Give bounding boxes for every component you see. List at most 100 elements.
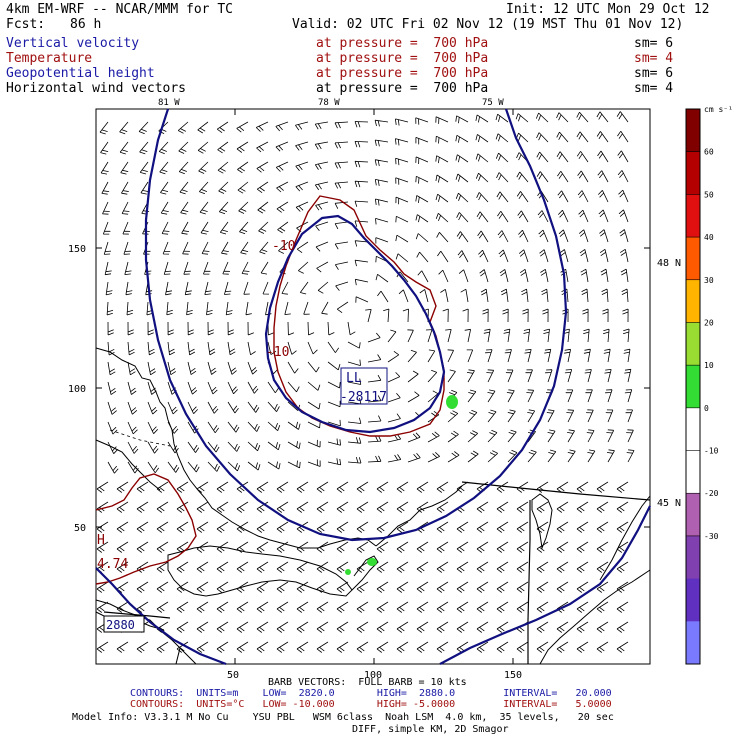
wind-barb: [256, 541, 269, 553]
wind-barb: [317, 281, 329, 294]
wind-barb: [262, 281, 270, 295]
field-sm-temperature: sm= 4: [634, 51, 674, 66]
wind-barb: [367, 332, 381, 343]
lat-label-48n: 48 N: [657, 258, 681, 269]
wind-barb: [466, 349, 474, 363]
wind-barb: [556, 131, 569, 143]
wind-barb: [556, 641, 569, 653]
wind-barb: [447, 410, 459, 423]
wind-barb: [536, 581, 549, 593]
wind-barb: [239, 221, 249, 235]
wind-barb: [376, 641, 389, 653]
wind-barb: [216, 501, 229, 513]
wind-barb: [602, 328, 610, 343]
wind-barb: [207, 381, 218, 395]
wind-barb: [136, 541, 149, 553]
vertical-velocity-spots: [345, 395, 458, 575]
wind-barb: [507, 449, 518, 463]
wind-barb: [516, 641, 529, 653]
temp-label-1: -10: [272, 239, 295, 254]
wind-barb: [617, 130, 629, 143]
wind-barb: [296, 641, 309, 653]
wind-barb: [578, 229, 589, 243]
wind-barb: [536, 641, 549, 653]
wind-barb: [176, 561, 189, 573]
wind-barb: [307, 401, 321, 410]
wind-barb: [604, 369, 612, 383]
wind-barb: [136, 641, 149, 653]
wind-barb: [295, 181, 309, 192]
wind-barb: [496, 191, 509, 203]
wind-barb: [396, 501, 409, 513]
wind-barb: [107, 381, 117, 395]
wind-barb: [616, 481, 629, 493]
wind-barb: [356, 521, 369, 533]
wind-barb: [207, 341, 216, 356]
model-title: 4km EM-WRF -- NCAR/MMM for TC: [6, 2, 233, 17]
wind-barb: [605, 389, 613, 403]
wind-barb: [316, 581, 329, 593]
wind-barb: [367, 455, 382, 463]
wind-barb: [618, 209, 629, 223]
wind-barb: [460, 288, 469, 303]
wind-barb: [327, 438, 341, 446]
wind-barb: [367, 374, 382, 383]
wind-barb: [216, 621, 229, 633]
wind-barb: [525, 369, 533, 383]
wind-barb: [316, 261, 329, 273]
wind-barb: [241, 261, 250, 275]
wind-barb: [556, 112, 569, 123]
border-lake: [103, 611, 171, 619]
wind-barb: [96, 641, 109, 653]
coastline-southeast: [539, 569, 651, 665]
wind-barb: [187, 401, 198, 414]
wind-barb: [197, 121, 209, 134]
wind-barb: [96, 481, 109, 493]
wind-barb: [402, 308, 409, 323]
wind-barb: [387, 350, 400, 363]
wind-barb: [367, 415, 382, 423]
wind-barb: [495, 133, 509, 143]
wind-barb: [536, 132, 549, 143]
wind-barb: [347, 359, 361, 366]
wind-barb: [596, 581, 609, 593]
wind-barb: [354, 141, 369, 148]
wind-barb: [415, 137, 429, 145]
dashed-boundaries: [109, 429, 171, 447]
wind-barb: [483, 328, 491, 343]
wind-barb: [387, 372, 401, 383]
wind-barb: [496, 561, 509, 573]
y-tick-50: 50: [74, 523, 86, 534]
wind-barb: [276, 641, 289, 653]
wind-barb: [247, 401, 260, 413]
wind-barb: [487, 429, 498, 443]
wind-barb: [447, 430, 459, 443]
low-center-box: [340, 367, 388, 405]
wind-barb: [256, 501, 269, 513]
wind-barb: [415, 214, 429, 223]
wind-barb: [616, 601, 629, 613]
wind-barb: [376, 581, 389, 593]
wind-barb: [275, 141, 289, 152]
wind-barb: [436, 481, 449, 493]
wind-barb: [207, 441, 220, 453]
wind-barb: [256, 561, 269, 573]
wind-barb: [196, 581, 209, 593]
valid-time: Valid: 02 UTC Fri 02 Nov 12 (19 MST Thu …: [292, 17, 684, 32]
wind-barb: [200, 221, 209, 235]
wind-barb: [435, 116, 449, 124]
wind-barb: [438, 269, 449, 283]
wind-barb: [127, 421, 138, 435]
height-contour-inner: [264, 214, 446, 434]
wind-barb: [187, 361, 197, 375]
wind-barb: [314, 161, 329, 170]
wind-barb: [356, 501, 369, 513]
wind-barb: [356, 601, 369, 613]
wind-barb: [518, 229, 529, 243]
wind-barb: [455, 134, 469, 143]
wind-barb: [416, 601, 429, 613]
wind-barb: [196, 521, 209, 533]
wind-barb: [456, 621, 469, 633]
wind-barb: [476, 561, 489, 573]
wind-barb: [622, 328, 630, 343]
